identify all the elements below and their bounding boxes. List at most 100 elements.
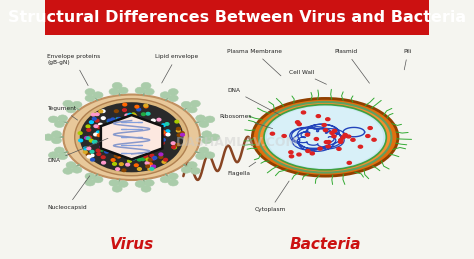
Circle shape (94, 113, 98, 116)
Circle shape (87, 155, 91, 158)
Circle shape (107, 139, 111, 141)
Circle shape (97, 153, 100, 155)
Circle shape (132, 135, 136, 138)
Circle shape (113, 145, 117, 148)
Circle shape (168, 89, 178, 95)
Circle shape (132, 155, 136, 158)
Circle shape (148, 130, 152, 133)
Circle shape (130, 133, 134, 135)
Text: Envelope proteins
(gB-gN): Envelope proteins (gB-gN) (47, 54, 100, 86)
Circle shape (347, 161, 351, 164)
Circle shape (137, 117, 141, 120)
Text: Tegument: Tegument (47, 106, 78, 120)
Text: Plasmid: Plasmid (335, 49, 369, 83)
Circle shape (55, 147, 64, 154)
Circle shape (138, 125, 142, 127)
Circle shape (160, 130, 164, 133)
Circle shape (366, 135, 370, 138)
Circle shape (124, 141, 128, 143)
Circle shape (100, 131, 104, 134)
Circle shape (126, 132, 130, 134)
Circle shape (123, 148, 127, 151)
Circle shape (155, 138, 159, 141)
Circle shape (148, 168, 152, 170)
Circle shape (187, 106, 197, 113)
Circle shape (332, 130, 337, 132)
Circle shape (351, 138, 355, 141)
Circle shape (157, 138, 161, 141)
Circle shape (136, 126, 140, 129)
Circle shape (129, 137, 133, 140)
Circle shape (66, 162, 76, 168)
Circle shape (129, 137, 133, 140)
Circle shape (150, 149, 154, 152)
Polygon shape (101, 115, 163, 160)
Circle shape (162, 124, 165, 126)
Circle shape (128, 136, 132, 139)
Circle shape (130, 130, 134, 132)
Circle shape (101, 156, 105, 159)
Circle shape (125, 134, 129, 136)
Circle shape (117, 144, 121, 147)
Circle shape (270, 132, 274, 135)
Circle shape (129, 126, 133, 128)
Circle shape (129, 136, 133, 138)
Circle shape (96, 131, 100, 134)
Circle shape (106, 135, 110, 137)
Circle shape (111, 159, 115, 161)
Circle shape (137, 158, 141, 161)
Circle shape (143, 147, 147, 149)
Circle shape (161, 131, 165, 133)
Circle shape (323, 129, 328, 132)
Circle shape (85, 179, 95, 186)
Circle shape (101, 161, 106, 164)
Circle shape (210, 134, 220, 141)
Circle shape (175, 120, 179, 123)
Circle shape (143, 141, 147, 144)
Circle shape (127, 119, 130, 122)
Circle shape (176, 143, 180, 146)
Circle shape (205, 152, 215, 159)
Circle shape (127, 136, 131, 139)
Circle shape (142, 137, 146, 140)
Circle shape (134, 136, 137, 138)
Ellipse shape (259, 102, 392, 173)
Circle shape (105, 135, 109, 138)
Circle shape (146, 127, 149, 130)
Circle shape (87, 129, 91, 131)
Circle shape (112, 185, 122, 192)
Circle shape (85, 173, 95, 180)
Circle shape (95, 113, 99, 116)
Circle shape (93, 176, 103, 183)
Circle shape (132, 138, 136, 141)
Circle shape (85, 136, 89, 139)
Circle shape (116, 118, 120, 120)
Circle shape (125, 145, 128, 147)
Circle shape (86, 153, 90, 156)
Circle shape (146, 122, 149, 125)
Circle shape (181, 101, 191, 108)
Circle shape (100, 148, 103, 151)
Circle shape (130, 133, 134, 135)
Circle shape (137, 118, 141, 121)
Circle shape (123, 137, 127, 140)
Circle shape (134, 131, 138, 134)
Circle shape (101, 110, 105, 112)
Circle shape (134, 164, 138, 167)
Circle shape (119, 138, 123, 141)
Circle shape (128, 120, 132, 123)
Circle shape (160, 142, 164, 145)
Circle shape (318, 147, 322, 150)
Circle shape (118, 143, 122, 146)
Circle shape (191, 100, 201, 107)
Circle shape (152, 165, 155, 168)
Circle shape (168, 179, 178, 186)
Text: Flagella: Flagella (228, 162, 256, 176)
Circle shape (131, 123, 135, 126)
Circle shape (316, 115, 320, 118)
Circle shape (159, 156, 163, 159)
Circle shape (153, 156, 157, 159)
Circle shape (129, 135, 133, 138)
Circle shape (135, 144, 138, 147)
Circle shape (131, 140, 135, 142)
